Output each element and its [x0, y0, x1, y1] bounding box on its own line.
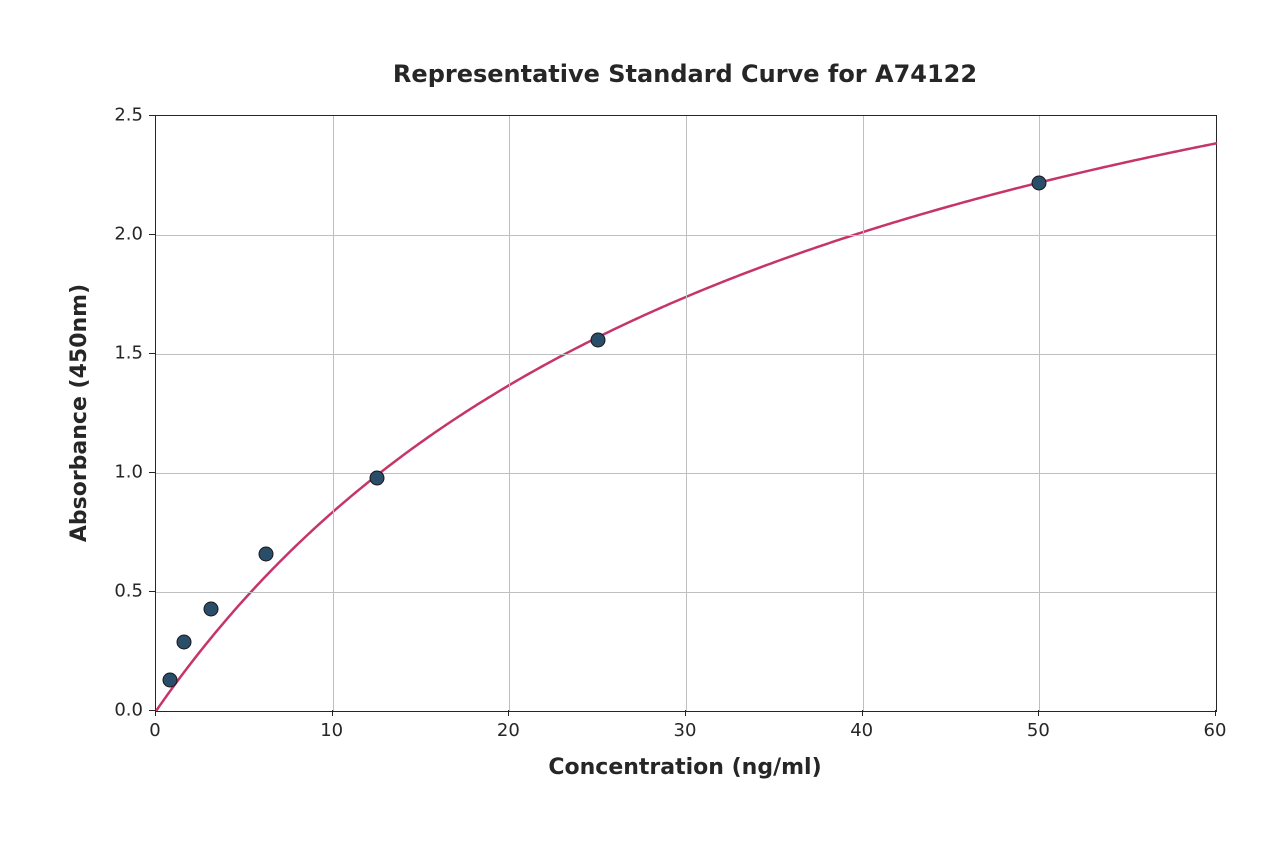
data-point: [176, 634, 191, 649]
grid-line-vertical: [686, 116, 687, 711]
x-tick: [332, 710, 333, 716]
data-point: [369, 470, 384, 485]
y-tick-label: 2.5: [114, 105, 143, 126]
chart-title: Representative Standard Curve for A74122: [393, 60, 977, 88]
y-tick-label: 2.0: [114, 224, 143, 245]
y-tick: [149, 591, 155, 592]
data-point: [204, 601, 219, 616]
data-point: [1032, 175, 1047, 190]
grid-line-horizontal: [156, 235, 1216, 236]
x-tick: [862, 710, 863, 716]
grid-line-vertical: [863, 116, 864, 711]
x-tick-label: 20: [497, 720, 520, 741]
grid-line-horizontal: [156, 592, 1216, 593]
x-tick-label: 60: [1204, 720, 1227, 741]
x-tick: [1038, 710, 1039, 716]
y-axis-label: Absorbance (450nm): [67, 283, 92, 541]
data-point: [259, 546, 274, 561]
x-tick: [685, 710, 686, 716]
y-tick: [149, 472, 155, 473]
x-tick-label: 40: [850, 720, 873, 741]
grid-line-vertical: [1039, 116, 1040, 711]
y-tick-label: 1.5: [114, 343, 143, 364]
grid-line-vertical: [333, 116, 334, 711]
y-tick: [149, 234, 155, 235]
x-tick-label: 10: [320, 720, 343, 741]
grid-line-horizontal: [156, 354, 1216, 355]
y-tick-label: 1.0: [114, 462, 143, 483]
y-tick-label: 0.0: [114, 700, 143, 721]
grid-line-horizontal: [156, 473, 1216, 474]
x-tick-label: 30: [674, 720, 697, 741]
y-tick: [149, 115, 155, 116]
y-tick: [149, 710, 155, 711]
plot-area: [155, 115, 1217, 712]
x-tick-label: 50: [1027, 720, 1050, 741]
data-point: [590, 332, 605, 347]
chart-container: Representative Standard Curve for A74122…: [0, 0, 1280, 845]
x-tick: [155, 710, 156, 716]
y-tick-label: 0.5: [114, 581, 143, 602]
x-axis-label: Concentration (ng/ml): [548, 755, 821, 780]
y-tick: [149, 353, 155, 354]
grid-line-vertical: [509, 116, 510, 711]
x-tick: [1215, 710, 1216, 716]
x-tick-label: 0: [149, 720, 160, 741]
x-tick: [508, 710, 509, 716]
data-point: [162, 673, 177, 688]
